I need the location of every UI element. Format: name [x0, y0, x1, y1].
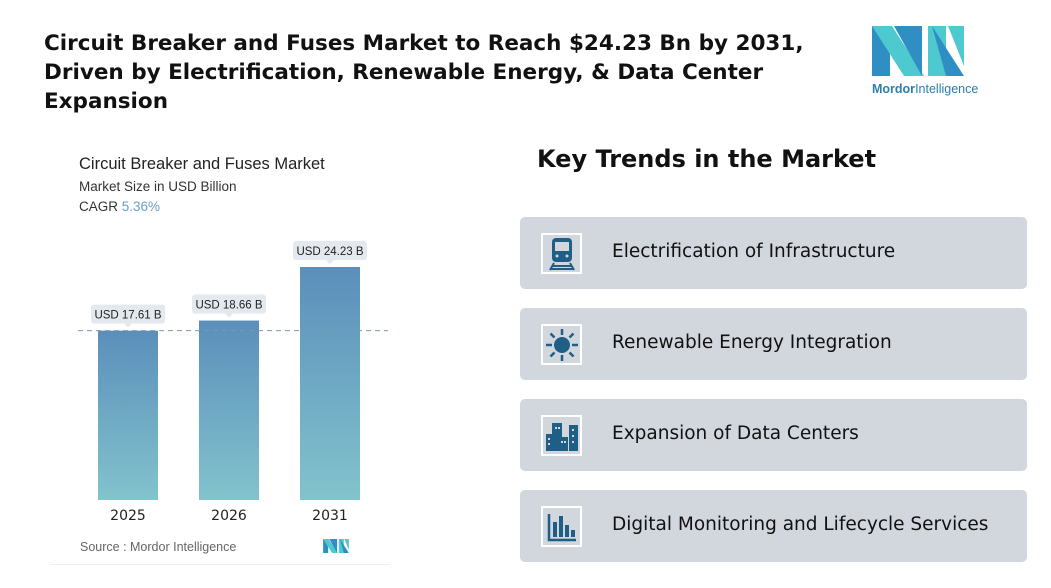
cagr: CAGR 5.36%	[79, 199, 160, 214]
train-icon	[541, 233, 582, 274]
trend-label: Expansion of Data Centers	[612, 423, 859, 444]
trend-card-digital-monitoring: Digital Monitoring and Lifecycle Service…	[520, 490, 1027, 562]
bar-chart-icon	[541, 506, 582, 547]
x-tick-label: 2025	[110, 508, 146, 524]
bar-2031	[300, 267, 360, 500]
logo-brand-light: Intelligence	[915, 82, 979, 96]
x-tick-label: 2026	[211, 508, 247, 524]
trend-label: Electrification of Infrastructure	[612, 241, 896, 262]
x-tick-label: 2031	[312, 508, 348, 524]
sun-icon	[541, 324, 582, 365]
trend-card-renewable: Renewable Energy Integration	[520, 308, 1027, 380]
trend-label: Renewable Energy Integration	[612, 332, 892, 353]
logo-mark-icon	[872, 26, 964, 76]
data-label: USD 18.66 B	[195, 300, 262, 312]
buildings-icon	[541, 415, 582, 456]
data-label-pointer	[225, 313, 233, 318]
trend-card-electrification: Electrification of Infrastructure	[520, 217, 1027, 289]
data-label: USD 17.61 B	[94, 310, 161, 322]
logo-brand-bold: Mordor	[872, 82, 916, 96]
mordor-logo: MordorIntelligence	[872, 26, 978, 96]
chart-title: Circuit Breaker and Fuses Market	[79, 155, 325, 173]
data-label-pointer	[124, 323, 132, 328]
chart-subtitle: Market Size in USD Billion	[79, 179, 237, 194]
trend-card-data-centers: Expansion of Data Centers	[520, 399, 1027, 471]
headline: Circuit Breaker and Fuses Market to Reac…	[44, 31, 804, 114]
data-label: USD 24.23 B	[296, 246, 363, 258]
data-label-bg	[293, 241, 367, 260]
source-logo-icon	[323, 539, 349, 553]
bar-2025	[98, 330, 158, 500]
data-label-pointer	[326, 260, 334, 264]
data-label-bg	[192, 294, 266, 314]
chart-panel: USD 17.61 B 2025 USD 18.66 B 2026 USD 24.23 …	[50, 140, 390, 565]
cagr-label: CAGR	[79, 199, 119, 214]
bar-2026	[199, 320, 259, 500]
bar-chart: USD 17.61 B 2025 USD 18.66 B 2026 USD 24.23 …	[78, 241, 388, 524]
trends-title: Key Trends in the Market	[537, 145, 877, 173]
trend-label: Digital Monitoring and Lifecycle Service…	[612, 514, 989, 535]
chart-source: Source : Mordor Intelligence	[80, 540, 237, 554]
cagr-value: 5.36%	[121, 199, 161, 214]
data-label-bg	[91, 304, 165, 324]
